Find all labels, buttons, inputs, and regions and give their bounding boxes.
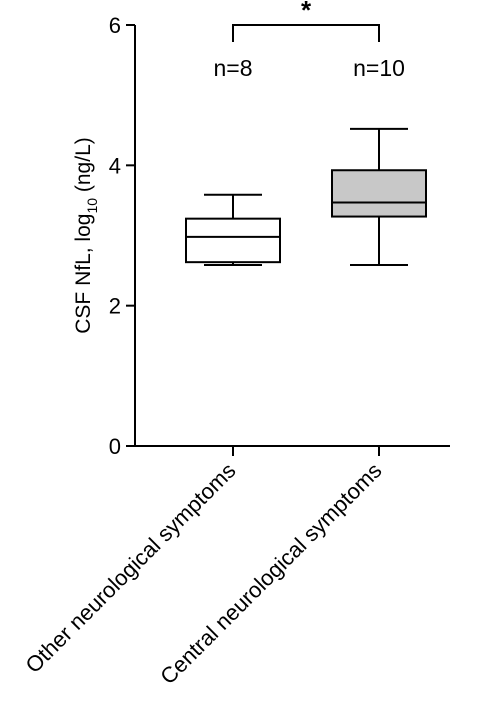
y-axis-title-unit: (ng/L) bbox=[72, 137, 95, 198]
y-axis-title-subscript: 10 bbox=[84, 198, 100, 214]
box-group bbox=[331, 127, 427, 266]
y-ticks: 0 2 4 6 bbox=[109, 13, 135, 459]
y-axis-title: CSF NfL, log10 (ng/L) bbox=[72, 137, 100, 334]
box-iqr bbox=[331, 169, 427, 218]
boxes bbox=[185, 127, 427, 266]
y-tick-label: 0 bbox=[109, 434, 121, 459]
y-axis-title-main: CSF NfL, log bbox=[72, 214, 95, 334]
box-group bbox=[185, 193, 281, 266]
bracket-line bbox=[232, 24, 380, 42]
y-tick-label: 2 bbox=[109, 294, 121, 319]
x-ticks bbox=[232, 446, 380, 456]
significance-star: * bbox=[301, 0, 312, 25]
n-labels: n=8 n=10 bbox=[213, 55, 404, 81]
significance-bracket: * bbox=[232, 0, 380, 42]
box-iqr bbox=[185, 217, 281, 264]
n-count-label: n=10 bbox=[353, 55, 405, 81]
axes bbox=[134, 25, 450, 447]
y-tick-label: 6 bbox=[109, 13, 121, 38]
n-count-label: n=8 bbox=[213, 55, 252, 81]
y-tick-label: 4 bbox=[109, 153, 121, 178]
